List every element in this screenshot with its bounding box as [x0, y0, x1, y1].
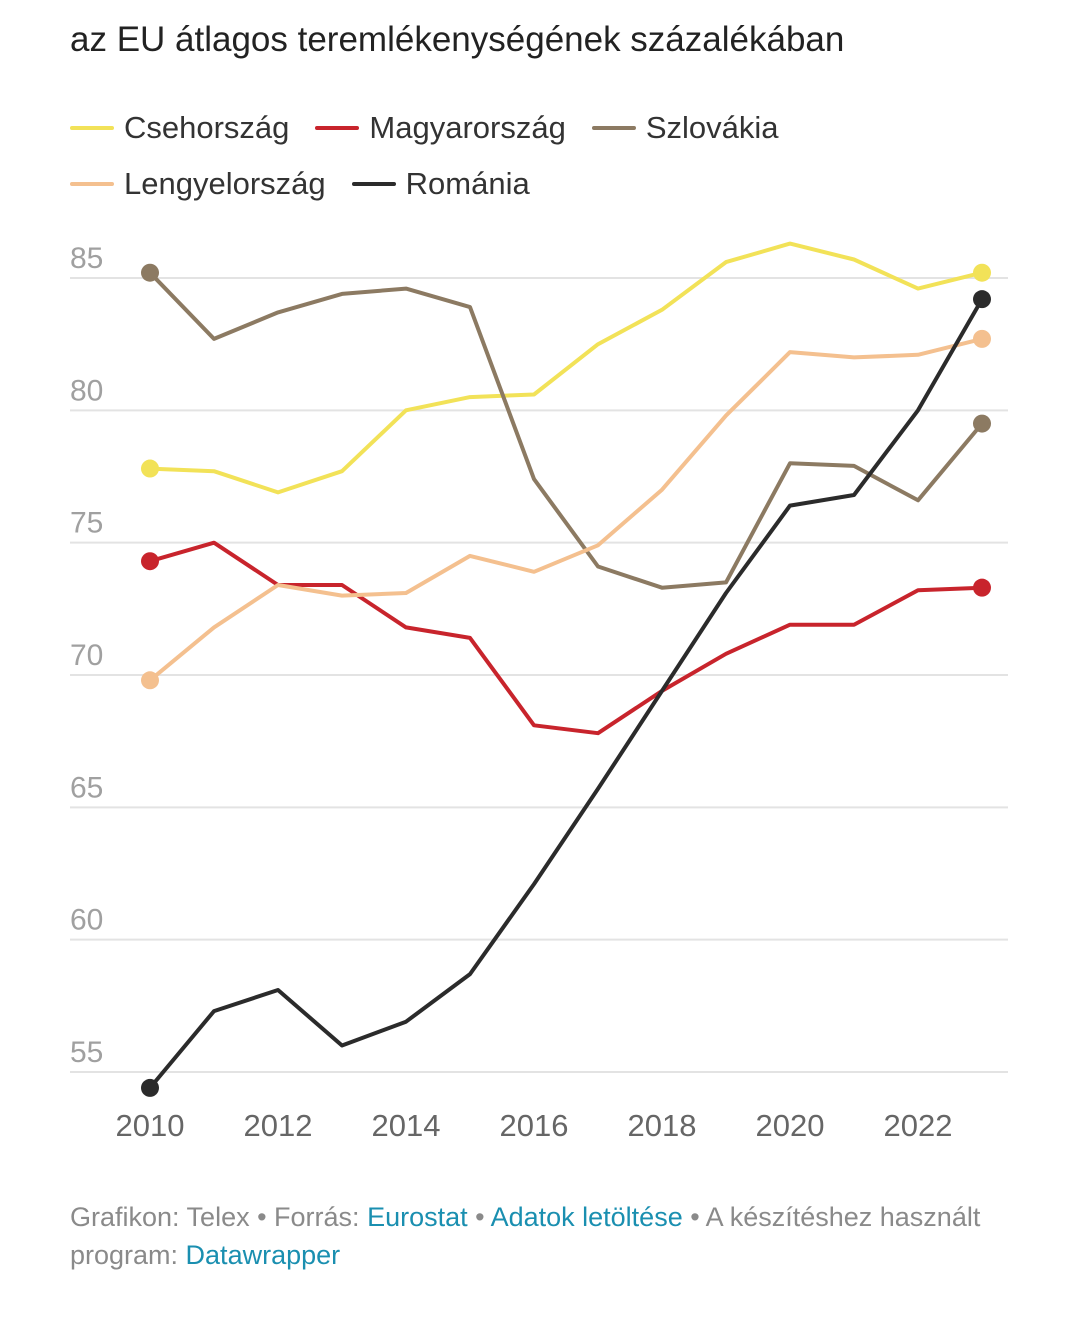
chart-footer: Grafikon: Telex • Forrás: Eurostat • Ada… [70, 1198, 1030, 1274]
datawrapper-link[interactable]: Datawrapper [185, 1240, 341, 1270]
point-start-magyarorszag [141, 552, 159, 571]
series-line-szlovakia [148, 270, 984, 590]
x-tick-label: 2012 [244, 1108, 313, 1143]
legend-item-csehorszag: Csehország [70, 110, 289, 146]
legend-item-romania: Románia [351, 166, 530, 202]
legend-label: Románia [405, 166, 530, 201]
x-tick-label: 2014 [372, 1108, 441, 1143]
x-tick-label: 2022 [884, 1108, 953, 1143]
legend-label: Lengyelország [124, 166, 326, 201]
x-tick-label: 2020 [756, 1108, 825, 1143]
legend-item-lengyelorszag: Lengyelország [70, 166, 326, 202]
point-end-csehorszag [973, 263, 991, 282]
y-tick-label: 55 [70, 1036, 103, 1069]
series-line-lengyelorszag [148, 336, 984, 683]
x-tick-label: 2010 [116, 1108, 185, 1143]
y-tick-label: 65 [70, 771, 103, 804]
x-tick-label: 2018 [628, 1108, 697, 1143]
y-tick-label: 75 [70, 507, 103, 540]
tool-text: • A készítéshez használt program: [70, 1202, 981, 1270]
credit-text: Grafikon: Telex • Forrás: [70, 1202, 368, 1232]
separator-text: • [467, 1202, 491, 1232]
series-line-romania [148, 297, 984, 1090]
point-start-szlovakia [141, 263, 159, 282]
legend-label: Magyarország [369, 110, 566, 145]
point-end-szlovakia [973, 414, 991, 433]
legend-item-magyarorszag: Magyarország [315, 110, 566, 146]
legend-swatch [315, 126, 360, 130]
y-tick-label: 85 [70, 242, 103, 275]
point-end-lengyelorszag [973, 329, 991, 348]
point-start-csehorszag [141, 459, 159, 478]
y-tick-label: 60 [70, 904, 103, 937]
legend-label: Szlovákia [645, 110, 779, 145]
y-tick-label: 70 [70, 639, 103, 672]
point-start-romania [141, 1078, 159, 1097]
legend-swatch [70, 182, 114, 186]
download-link[interactable]: Adatok letöltése [490, 1202, 683, 1232]
legend: Csehország Magyarország Szlovákia Lengyelor… [70, 100, 1030, 212]
legend-swatch [591, 126, 636, 130]
legend-row: Lengyelország Románia [70, 156, 1030, 212]
legend-label: Csehország [124, 110, 290, 145]
x-tick-label: 2016 [500, 1108, 569, 1143]
legend-item-szlovakia: Szlovákia [591, 110, 779, 146]
source-link[interactable]: Eurostat [367, 1202, 468, 1232]
point-start-lengyelorszag [141, 671, 159, 690]
legend-swatch [351, 182, 396, 186]
legend-swatch [70, 126, 114, 130]
series-line-magyarorszag [148, 540, 984, 736]
point-end-romania [973, 290, 991, 309]
chart-title: az EU átlagos teremlékenységének százalé… [70, 20, 845, 59]
line-chart: 55 60 65 70 75 80 85 2010 2012 2014 2016 2018 2020 20… [70, 241, 1008, 1143]
series-line-csehorszag [148, 241, 984, 495]
point-end-magyarorszag [973, 578, 991, 597]
y-tick-label: 80 [70, 374, 103, 407]
legend-row: Csehország Magyarország Szlovákia [70, 100, 1030, 156]
